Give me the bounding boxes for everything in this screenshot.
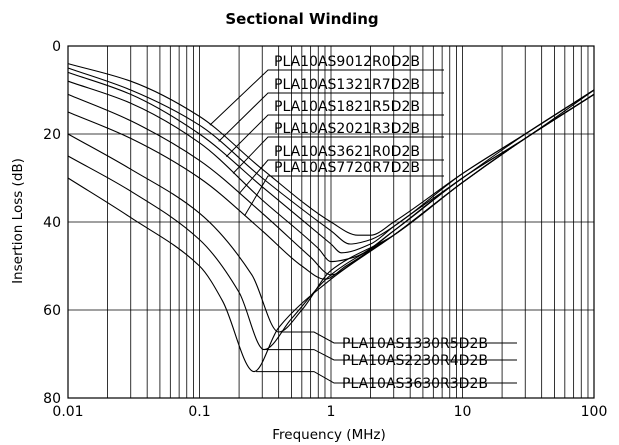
y-tick-label: 0 <box>52 39 61 55</box>
leader-line <box>256 371 517 384</box>
x-axis-label: Frequency (MHz) <box>272 427 385 443</box>
series-label: PLA10AS7720R7D2B <box>274 160 420 176</box>
series-line <box>67 71 595 254</box>
series-label: PLA10AS1330R5D2B <box>342 336 488 352</box>
y-tick-label: 20 <box>43 127 61 143</box>
leader-line <box>232 136 444 174</box>
leader-line <box>280 331 517 344</box>
series-label: PLA10AS9012R0D2B <box>274 54 420 70</box>
x-tick-label: 0.01 <box>52 404 83 420</box>
series-label: PLA10AS1321R7D2B <box>274 77 420 93</box>
leader-line <box>238 159 444 195</box>
leader-line <box>209 69 444 126</box>
series-label: PLA10AS2230R4D2B <box>342 353 488 369</box>
y-tick-label: 60 <box>43 303 61 319</box>
y-tick-label: 40 <box>43 215 61 231</box>
leader-line <box>266 349 517 361</box>
series-label: PLA10AS2021R3D2B <box>274 121 420 137</box>
series-label: PLA10AS3621R0D2B <box>274 144 420 160</box>
leader-line <box>244 175 444 217</box>
series-label: PLA10AS1821R5D2B <box>274 99 420 115</box>
series-line <box>67 67 595 245</box>
x-tick-label: 10 <box>454 404 472 420</box>
tick-labels: 0.01 0.1 1 10 100 0 20 40 60 80 <box>43 39 607 420</box>
y-axis-label: Insertion Loss (dB) <box>10 158 26 284</box>
y-tick-label: 80 <box>43 391 61 407</box>
x-tick-label: 1 <box>327 404 336 420</box>
leader-line <box>218 92 444 142</box>
series-curves <box>67 63 595 373</box>
legend-leaders <box>209 69 517 384</box>
series-line <box>67 93 595 373</box>
x-tick-label: 100 <box>581 404 608 420</box>
x-tick-label: 0.1 <box>188 404 210 420</box>
series-labels: PLA10AS9012R0D2B PLA10AS1321R7D2B PLA10AS1… <box>274 54 488 392</box>
series-label: PLA10AS3630R3D2B <box>342 376 488 392</box>
plot-frame <box>67 45 595 399</box>
chart-title: Sectional Winding <box>225 10 378 28</box>
leader-line <box>225 114 444 157</box>
